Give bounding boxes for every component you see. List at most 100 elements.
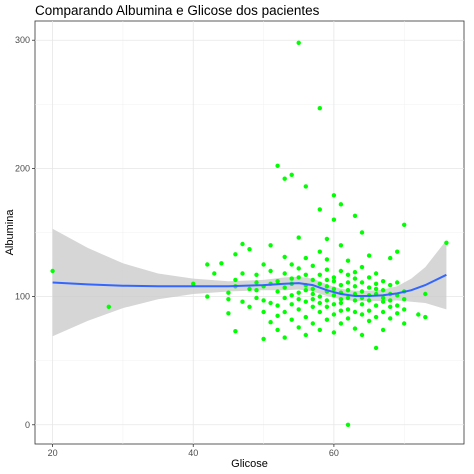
- data-point: [380, 309, 386, 315]
- data-point: [303, 332, 308, 338]
- data-point: [317, 327, 322, 333]
- data-point: [388, 255, 393, 261]
- data-point: [402, 297, 407, 302]
- data-point: [254, 288, 259, 293]
- data-point: [310, 297, 315, 302]
- data-point: [366, 308, 372, 313]
- data-point: [247, 247, 252, 252]
- data-point: [324, 298, 330, 303]
- axis-layer: 20 40 60 0 100 200 300: [15, 35, 339, 458]
- smooth-line-layer: [52, 273, 447, 297]
- data-point: [317, 272, 322, 277]
- data-point: [282, 295, 287, 301]
- data-point: [254, 295, 259, 301]
- confidence-ribbon-layer: [52, 228, 447, 337]
- data-point: [289, 317, 294, 322]
- data-point: [303, 272, 308, 277]
- data-point: [331, 193, 337, 198]
- data-point: [388, 282, 393, 288]
- data-point: [402, 222, 407, 227]
- data-point: [395, 249, 400, 254]
- x-tick-label: 40: [188, 448, 198, 458]
- data-point: [324, 317, 330, 322]
- data-point: [388, 298, 393, 303]
- data-point: [359, 230, 365, 235]
- data-point: [233, 252, 238, 257]
- smooth-line: [52, 273, 447, 297]
- data-point: [331, 293, 337, 298]
- data-point: [373, 271, 379, 276]
- data-point: [338, 321, 344, 326]
- data-point: [254, 280, 259, 285]
- data-point: [247, 286, 252, 292]
- data-point: [352, 270, 358, 275]
- data-point: [345, 280, 351, 285]
- data-point: [373, 314, 379, 320]
- data-point: [345, 258, 351, 263]
- data-point: [282, 271, 287, 276]
- data-point: [373, 303, 379, 308]
- data-point: [388, 304, 393, 309]
- data-point: [373, 345, 379, 351]
- data-point: [296, 235, 301, 240]
- data-point: [303, 288, 308, 293]
- data-point: [282, 309, 287, 315]
- data-point: [317, 207, 322, 212]
- data-point: [310, 277, 315, 283]
- data-point: [50, 268, 55, 274]
- data-point: [359, 332, 365, 338]
- data-point: [240, 271, 245, 276]
- data-point: [345, 295, 351, 301]
- data-point: [324, 257, 330, 262]
- data-point: [338, 282, 344, 288]
- data-point: [324, 304, 330, 309]
- data-point: [331, 286, 337, 292]
- data-point: [345, 272, 351, 277]
- data-point: [240, 299, 245, 304]
- data-point: [296, 275, 301, 280]
- data-point: [345, 307, 351, 312]
- data-point: [275, 327, 280, 333]
- data-point: [226, 290, 231, 295]
- data-point: [359, 312, 365, 317]
- data-point: [296, 297, 301, 302]
- data-point: [268, 268, 273, 274]
- data-point: [226, 311, 231, 316]
- data-point: [191, 281, 196, 286]
- data-point: [310, 304, 315, 309]
- data-point: [352, 298, 358, 303]
- data-point: [373, 281, 379, 286]
- data-point: [303, 184, 308, 189]
- data-point: [380, 299, 386, 304]
- data-point: [261, 298, 266, 303]
- data-point: [317, 106, 322, 111]
- data-point: [303, 314, 308, 320]
- data-point: [380, 288, 386, 293]
- data-point: [352, 284, 358, 289]
- x-tick-label: 60: [329, 448, 339, 458]
- data-point: [106, 304, 112, 309]
- data-point: [317, 294, 322, 299]
- data-point: [366, 275, 372, 280]
- data-point: [310, 286, 315, 292]
- data-point: [352, 213, 358, 218]
- data-point: [366, 285, 372, 290]
- data-point: [324, 284, 330, 289]
- confidence-ribbon: [52, 228, 447, 337]
- data-point: [338, 297, 344, 302]
- data-point: [289, 293, 294, 298]
- data-point: [402, 307, 407, 312]
- data-point: [338, 202, 344, 207]
- data-point: [303, 299, 308, 304]
- data-point: [380, 295, 386, 301]
- data-point: [423, 314, 428, 320]
- data-point: [416, 312, 421, 317]
- data-point: [261, 309, 266, 315]
- data-point: [289, 276, 294, 281]
- data-point: [380, 279, 386, 284]
- data-point: [247, 304, 252, 309]
- data-point: [317, 281, 322, 286]
- data-point: [331, 217, 337, 222]
- data-point: [275, 289, 280, 294]
- data-point: [366, 253, 372, 258]
